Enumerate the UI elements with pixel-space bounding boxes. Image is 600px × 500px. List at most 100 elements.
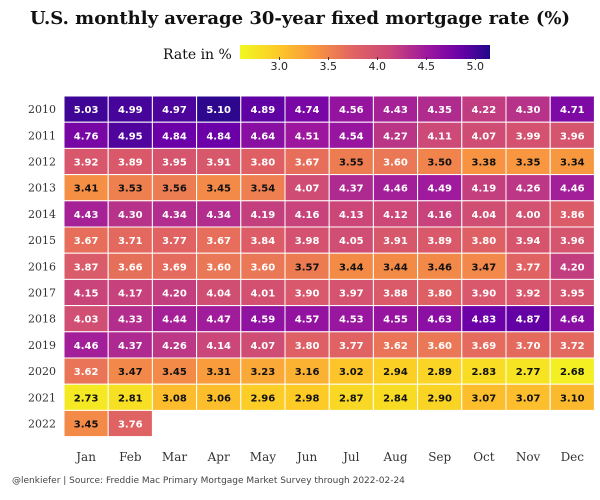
cell-value-label: 3.89 [427, 236, 452, 247]
y-tick-label: 2020 [28, 365, 56, 378]
heatmap-cell [196, 357, 242, 385]
x-tick-label: Feb [119, 450, 142, 464]
cell-value-label: 3.67 [74, 236, 99, 247]
cell-value-label: 3.31 [206, 367, 231, 378]
cell-value-label: 3.45 [74, 420, 99, 431]
x-tick-label: May [250, 450, 276, 464]
cell-value-label: 4.87 [516, 315, 541, 326]
heatmap-cell [63, 409, 109, 438]
heatmap-cell [549, 383, 595, 411]
chart-title: U.S. monthly average 30-year fixed mortg… [29, 8, 571, 29]
cell-value-label: 3.41 [74, 184, 99, 195]
heatmap-cell [549, 226, 595, 254]
cell-value-label: 3.47 [118, 367, 143, 378]
cell-value-label: 3.88 [383, 289, 408, 300]
y-tick-label: 2022 [28, 418, 56, 431]
heatmap-cell [151, 252, 198, 280]
cell-value-label: 3.23 [251, 367, 276, 378]
cell-value-label: 4.35 [427, 105, 452, 116]
x-tick-label: Aug [382, 450, 407, 464]
heatmap-cell [240, 252, 286, 280]
cell-value-label: 4.15 [74, 289, 99, 300]
cell-value-label: 4.03 [74, 315, 99, 326]
cell-value-label: 3.76 [118, 420, 143, 431]
cell-value-label: 3.45 [206, 184, 231, 195]
cell-value-label: 3.67 [295, 158, 320, 169]
cell-value-label: 4.76 [74, 131, 99, 142]
cell-value-label: 4.43 [74, 210, 99, 221]
legend-tick-mark [426, 57, 428, 60]
cell-value-label: 5.03 [74, 105, 99, 116]
cell-value-label: 3.70 [516, 341, 541, 352]
cell-value-label: 2.89 [427, 367, 452, 378]
cell-value-label: 3.66 [118, 262, 143, 273]
cell-value-label: 4.20 [162, 289, 187, 300]
cell-value-label: 4.12 [383, 210, 408, 221]
cell-value-label: 3.97 [339, 289, 364, 300]
y-tick-label: 2021 [28, 391, 56, 404]
cell-value-label: 3.87 [74, 262, 99, 273]
heatmap-cell [417, 305, 463, 333]
cell-value-label: 2.90 [427, 393, 452, 404]
cell-value-label: 4.34 [206, 210, 231, 221]
cell-value-label: 3.77 [516, 262, 541, 273]
y-tick-label: 2011 [28, 129, 56, 142]
heatmap-cell [417, 95, 463, 123]
x-tick-label: Apr [207, 450, 230, 464]
cell-value-label: 4.16 [427, 210, 452, 221]
cell-value-label: 4.53 [339, 315, 364, 326]
cell-value-label: 3.60 [206, 262, 231, 273]
cell-value-label: 3.56 [162, 184, 187, 195]
cell-value-label: 3.62 [74, 367, 99, 378]
cell-value-label: 3.80 [295, 341, 320, 352]
cell-value-label: 3.50 [427, 158, 452, 169]
x-tick-label: Jan [74, 450, 96, 464]
cell-value-label: 4.33 [118, 315, 143, 326]
cell-value-label: 4.11 [427, 131, 452, 142]
x-tick-label: Jun [295, 450, 318, 464]
cell-value-label: 3.44 [383, 262, 408, 273]
heatmap-cell [284, 200, 330, 228]
heatmap-cell [63, 226, 109, 254]
heatmap-cell [372, 95, 419, 123]
cell-value-label: 4.34 [162, 210, 187, 221]
heatmap-cell [328, 383, 374, 411]
heatmap-cell [372, 226, 419, 254]
cell-value-label: 3.60 [251, 262, 276, 273]
heatmap-cell [505, 174, 551, 202]
heatmap-cell [417, 121, 463, 149]
heatmap-cell [461, 357, 507, 385]
cell-value-label: 4.54 [339, 131, 364, 142]
y-tick-label: 2018 [28, 313, 56, 326]
cell-value-label: 2.87 [339, 393, 364, 404]
cell-value-label: 3.90 [472, 289, 497, 300]
heatmap-cell [505, 383, 551, 411]
cell-value-label: 4.99 [118, 105, 143, 116]
heatmap-cell [107, 383, 153, 411]
cell-value-label: 3.91 [383, 236, 408, 247]
heatmap-cell [417, 174, 463, 202]
cell-value-label: 4.46 [383, 184, 408, 195]
cell-value-label: 4.04 [206, 289, 231, 300]
cell-value-label: 3.92 [516, 289, 541, 300]
heatmap-cell [196, 305, 242, 333]
heatmap-cell [328, 174, 374, 202]
heatmap-cell [417, 200, 463, 228]
cell-value-label: 4.74 [295, 105, 320, 116]
cell-value-label: 4.04 [472, 210, 497, 221]
cell-value-label: 3.54 [251, 184, 276, 195]
heatmap-cell [372, 200, 419, 228]
heatmap-cell [107, 357, 153, 385]
cell-value-label: 3.92 [74, 158, 99, 169]
heatmap-cell [196, 226, 242, 254]
cell-value-label: 3.98 [295, 236, 320, 247]
cell-value-label: 3.08 [162, 393, 187, 404]
cell-value-label: 4.07 [295, 184, 320, 195]
cell-value-label: 3.53 [118, 184, 143, 195]
cell-value-label: 3.46 [427, 262, 452, 273]
cell-value-label: 4.64 [251, 131, 276, 142]
heatmap-cell [372, 121, 419, 149]
heatmap-cell [107, 226, 153, 254]
cell-value-label: 4.71 [560, 105, 585, 116]
cell-value-label: 3.47 [472, 262, 497, 273]
